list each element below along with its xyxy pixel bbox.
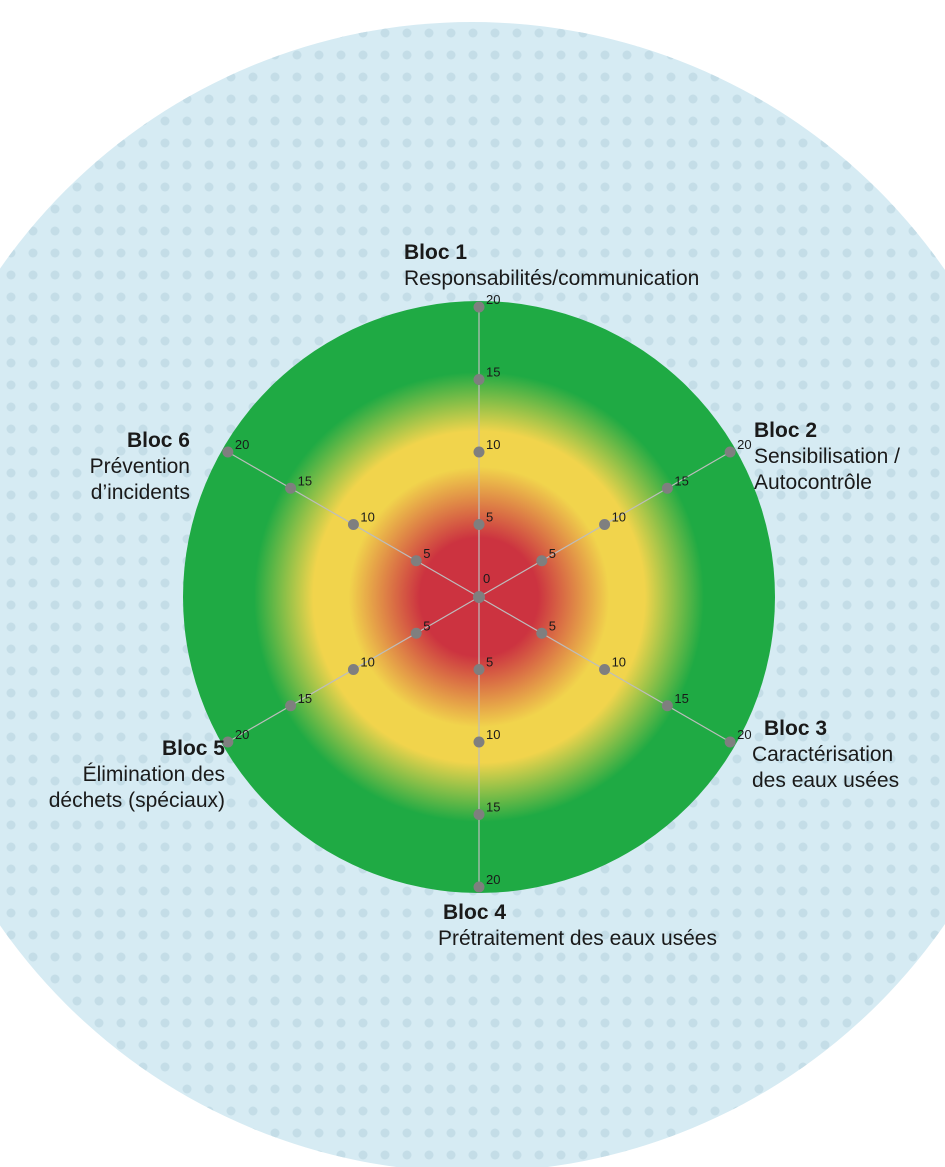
- tick-label: 20: [486, 872, 500, 887]
- tick-label: 5: [549, 618, 556, 633]
- tick-label: 20: [737, 437, 751, 452]
- tick-marker: [724, 736, 736, 748]
- axis-label-bloc-3: Bloc 3 Caractérisation des eaux usées: [752, 716, 922, 794]
- tick-label: 15: [298, 691, 312, 706]
- tick-marker: [410, 627, 422, 639]
- tick-marker: [473, 664, 485, 675]
- axis-label-bloc-4: Bloc 4 Prétraitement des eaux usées: [438, 900, 717, 952]
- tick-label: 15: [674, 473, 688, 488]
- tick-marker: [473, 446, 485, 458]
- axis-description: Sensibilisation / Autocontrôle: [754, 445, 900, 494]
- tick-marker: [599, 519, 611, 530]
- tick-label: 10: [486, 727, 500, 742]
- tick-label: 5: [486, 510, 493, 525]
- tick-label: 5: [549, 546, 556, 561]
- tick-label: 20: [235, 437, 249, 452]
- tick-marker: [536, 555, 548, 567]
- axis-description: Prétraitement des eaux usées: [438, 927, 717, 950]
- tick-marker: [724, 446, 736, 458]
- tick-label: 5: [486, 655, 493, 670]
- axis-label-bloc-1: Bloc 1 Responsabilités/communication: [404, 240, 699, 292]
- axis-label-bloc-2: Bloc 2 Sensibilisation / Autocontrôle: [754, 418, 924, 496]
- tick-marker: [661, 482, 673, 494]
- center-marker: [473, 591, 485, 603]
- axis-description: Caractérisation des eaux usées: [752, 743, 900, 792]
- tick-label: 10: [486, 437, 500, 452]
- tick-marker: [410, 555, 422, 567]
- axis-description: Responsabilités/communication: [404, 267, 700, 290]
- tick-label: 20: [737, 727, 751, 742]
- tick-label: 5: [423, 618, 430, 633]
- tick-label: 5: [423, 546, 430, 561]
- axis-title: Bloc 3: [764, 717, 828, 740]
- tick-label: 15: [486, 365, 500, 380]
- tick-marker: [473, 519, 485, 530]
- tick-label: 15: [486, 800, 500, 815]
- tick-marker: [222, 446, 234, 458]
- tick-marker: [473, 374, 485, 385]
- tick-marker: [661, 700, 673, 712]
- tick-marker: [473, 881, 485, 893]
- tick-marker: [536, 627, 548, 639]
- tick-marker: [222, 736, 234, 748]
- tick-label: 10: [612, 510, 626, 525]
- axis-label-bloc-6: Bloc 6 Prévention d’incidents: [40, 428, 190, 506]
- tick-marker: [599, 664, 611, 675]
- axis-description: Prévention d’incidents: [89, 455, 190, 504]
- axis-label-bloc-5: Bloc 5 Élimination des déchets (spéciaux…: [10, 736, 225, 814]
- axis-title: Bloc 4: [443, 901, 507, 924]
- axis-description: Élimination des déchets (spéciaux): [48, 763, 225, 812]
- tick-label: 20: [486, 292, 500, 307]
- center-tick-label: 0: [483, 571, 490, 586]
- axis-title: Bloc 2: [754, 419, 818, 442]
- tick-marker: [473, 809, 485, 820]
- tick-label: 10: [360, 510, 374, 525]
- tick-label: 10: [360, 655, 374, 670]
- tick-label: 15: [298, 473, 312, 488]
- tick-label: 10: [612, 655, 626, 670]
- tick-marker: [473, 736, 485, 748]
- tick-marker: [473, 301, 485, 313]
- tick-marker: [347, 664, 359, 675]
- axis-title: Bloc 1: [404, 241, 468, 264]
- tick-label: 15: [674, 691, 688, 706]
- tick-marker: [285, 700, 297, 712]
- axis-title: Bloc 5: [161, 737, 225, 760]
- tick-label: 20: [235, 727, 249, 742]
- tick-marker: [347, 519, 359, 530]
- axis-title: Bloc 6: [126, 429, 190, 452]
- tick-marker: [285, 482, 297, 494]
